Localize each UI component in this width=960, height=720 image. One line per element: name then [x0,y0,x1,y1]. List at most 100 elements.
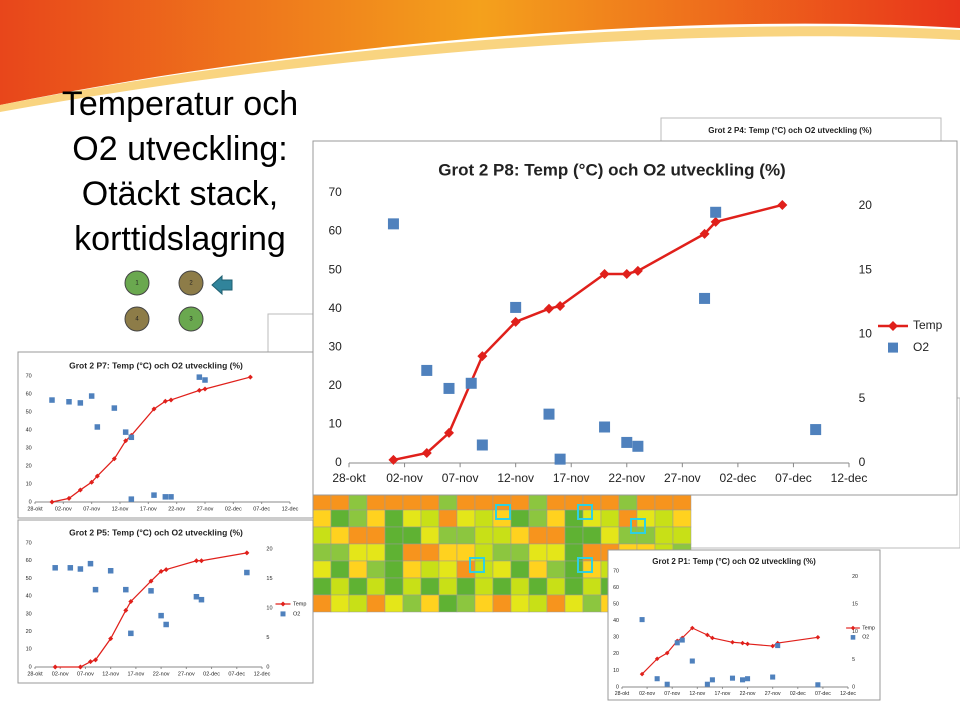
heat-cell [492,577,512,596]
x-tick-label: 22-nov [153,672,170,678]
x-tick-label: 12-dec [840,691,856,697]
temp-marker [163,567,169,573]
heat-marker [469,557,485,573]
y2-tick-label: 10 [266,605,272,611]
heat-cell [528,577,548,596]
heat-cell [312,526,332,545]
temp-marker [710,216,721,227]
x-tick-label: 17-nov [127,672,144,678]
temp-marker [123,607,129,613]
y2-tick-label: 20 [266,546,272,552]
heat-cell [348,526,368,545]
o2-marker [664,681,670,687]
heat-cell [366,560,386,579]
heat-cell [420,526,440,545]
heat-cell [330,560,350,579]
heat-cell [312,577,332,596]
o2-marker [443,382,455,394]
heat-marker [577,504,593,520]
temp-marker [664,650,670,656]
heat-cell [330,492,350,511]
heat-cell [402,543,422,562]
node [178,306,204,332]
temp-marker [198,558,204,564]
temp-marker [710,635,715,641]
temp-marker [196,387,202,393]
heat-cell [546,594,566,613]
heat-cell [402,560,422,579]
legend-label: Temp [293,601,306,607]
heat-cell [654,492,674,511]
heat-cell [474,577,494,596]
temp-marker [621,269,632,279]
temp-marker [148,578,154,584]
heat-cell [528,543,548,562]
x-tick-label: 12-nov [497,471,534,485]
o2-marker [158,612,164,619]
y-tick-label: 10 [328,417,342,431]
heat-cell [312,560,332,579]
y2-tick-label: 15 [859,262,873,276]
x-tick-label: 07-nov [442,471,479,485]
heat-cell [330,509,350,528]
temp-marker [193,558,199,564]
o2-marker [128,630,134,637]
x-tick-label: 07-nov [83,507,100,513]
heat-cell [618,492,638,511]
heat-cell [600,492,620,511]
heat-cell [366,543,386,562]
chart: Grot 2 P1: Temp (°C) och O2 utveckling (… [607,549,881,701]
o2-marker [476,439,488,451]
temp-marker [49,499,55,505]
heat-cell [348,509,368,528]
heat-cell [474,492,494,511]
x-tick-label: 02-dec [720,471,757,485]
y-tick-label: 40 [328,301,342,315]
heat-cell [438,509,458,528]
o2-marker [387,218,399,230]
legend-label: O2 [913,340,929,354]
x-tick-label: 12-nov [102,672,119,678]
o2-marker [202,377,208,383]
y-tick-label: 20 [613,651,619,657]
chart-title: Grot 2 P5: Temp (°C) och O2 utveckling (… [69,527,243,537]
o2-marker [745,676,751,682]
heat-cell [366,492,386,511]
banner [0,0,960,105]
y-tick-label: 60 [26,391,32,397]
temp-marker [632,265,643,276]
legend-marker [850,625,856,631]
o2-marker [52,565,58,571]
o2-marker [162,494,169,500]
node [124,270,150,296]
o2-marker [163,621,169,628]
x-tick-label: 27-nov [664,471,701,485]
heat-cell [348,492,368,511]
heat-cell [456,577,476,596]
heat-cell [312,594,332,613]
temp-marker [730,639,735,645]
temp-marker [151,406,157,412]
o2-marker [94,424,101,430]
temp-marker [77,487,83,493]
o2-marker [543,408,555,420]
o2-marker [151,492,157,498]
x-tick-label: 07-dec [815,691,831,697]
x-tick-label: 17-nov [553,471,590,485]
o2-marker [128,496,135,502]
heat-cell [546,543,566,562]
o2-marker [66,399,72,405]
heat-cell [564,526,584,545]
legend-marker [280,601,286,607]
chart: Grot 2 P8: Temp (°C) och O2 utveckling (… [312,140,958,496]
x-tick-label: 12-dec [254,672,271,678]
temp-marker [52,664,58,670]
temp-marker [77,664,83,670]
y2-tick-label: 10 [852,629,858,635]
heat-cell [492,560,512,579]
series-line [641,627,818,675]
o2-marker [107,568,114,574]
heat-cell [546,560,566,579]
x-tick-label: 07-nov [664,691,680,697]
y2-tick-label: 0 [266,664,269,670]
